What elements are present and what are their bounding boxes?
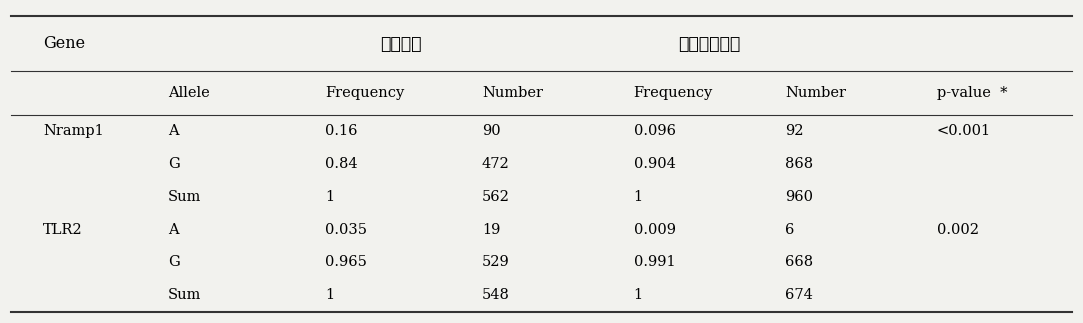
Text: 6: 6 — [785, 223, 795, 237]
Text: G: G — [168, 157, 180, 171]
Text: 0.904: 0.904 — [634, 157, 676, 171]
Text: p-value  *: p-value * — [937, 86, 1007, 100]
Text: 0.035: 0.035 — [325, 223, 367, 237]
Text: G: G — [168, 255, 180, 269]
Text: Allele: Allele — [168, 86, 210, 100]
Text: Nramp1: Nramp1 — [43, 124, 104, 138]
Text: 정상돈군: 정상돈군 — [380, 35, 421, 53]
Text: 548: 548 — [482, 288, 510, 302]
Text: 1: 1 — [634, 288, 642, 302]
Text: 0.096: 0.096 — [634, 124, 676, 138]
Text: 1: 1 — [325, 190, 334, 204]
Text: 472: 472 — [482, 157, 510, 171]
Text: 674: 674 — [785, 288, 813, 302]
Text: 668: 668 — [785, 255, 813, 269]
Text: 90: 90 — [482, 124, 500, 138]
Text: 1: 1 — [325, 288, 334, 302]
Text: Sum: Sum — [168, 190, 201, 204]
Text: 92: 92 — [785, 124, 804, 138]
Text: A: A — [168, 223, 179, 237]
Text: 0.965: 0.965 — [325, 255, 367, 269]
Text: 조기사망돈군: 조기사망돈군 — [678, 35, 741, 53]
Text: Frequency: Frequency — [325, 86, 404, 100]
Text: Frequency: Frequency — [634, 86, 713, 100]
Text: 19: 19 — [482, 223, 500, 237]
Text: 1: 1 — [634, 190, 642, 204]
Text: 562: 562 — [482, 190, 510, 204]
Text: 0.991: 0.991 — [634, 255, 675, 269]
Text: 0.84: 0.84 — [325, 157, 357, 171]
Text: 960: 960 — [785, 190, 813, 204]
Text: Number: Number — [785, 86, 846, 100]
Text: 868: 868 — [785, 157, 813, 171]
Text: A: A — [168, 124, 179, 138]
Text: 0.16: 0.16 — [325, 124, 357, 138]
Text: Sum: Sum — [168, 288, 201, 302]
Text: TLR2: TLR2 — [43, 223, 83, 237]
Text: Number: Number — [482, 86, 543, 100]
Text: 0.002: 0.002 — [937, 223, 979, 237]
Text: <0.001: <0.001 — [937, 124, 991, 138]
Text: 529: 529 — [482, 255, 510, 269]
Text: Gene: Gene — [43, 35, 86, 52]
Text: 0.009: 0.009 — [634, 223, 676, 237]
